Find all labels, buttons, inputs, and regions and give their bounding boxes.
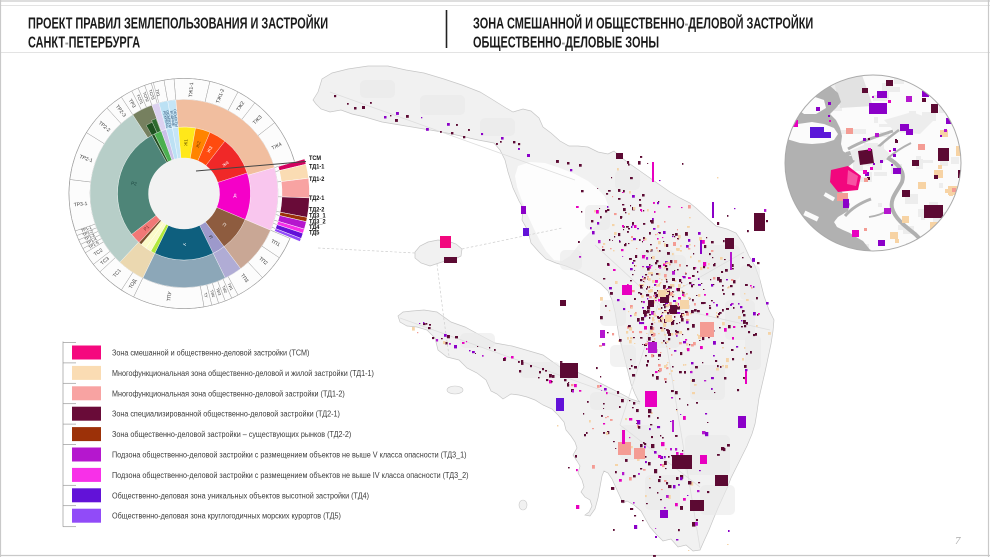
- svg-text:И: И: [208, 234, 214, 239]
- svg-text:ТИ3: ТИ3: [215, 287, 222, 297]
- svg-text:Многофункциональная зона общес: Многофункциональная зона общественно-дел…: [112, 369, 374, 378]
- svg-text:ОБЩЕСТВЕННО-ДЕЛОВЫЕ ЗОНЫ: ОБЩЕСТВЕННО-ДЕЛОВЫЕ ЗОНЫ: [473, 33, 659, 50]
- svg-text:ТИ4: ТИ4: [209, 289, 216, 298]
- svg-text:ТД1-2: ТД1-2: [309, 176, 325, 184]
- svg-text:Р2: Р2: [131, 181, 138, 187]
- svg-text:У: У: [182, 243, 187, 246]
- svg-text:Зона специализированной общест: Зона специализированной общественно-дело…: [112, 409, 340, 418]
- svg-text:ТС3: ТС3: [100, 256, 111, 267]
- svg-text:ТД4: ТД4: [309, 224, 320, 232]
- svg-text:ТС1: ТС1: [112, 268, 123, 279]
- svg-text:ТД3_2: ТД3_2: [309, 218, 326, 226]
- svg-text:ТП3: ТП3: [239, 273, 249, 284]
- svg-text:ТПУ: ТПУ: [166, 290, 173, 301]
- svg-text:ПРОЕКТ ПРАВИЛ ЗЕМЛЕПОЛЬЗОВАНИЯ: ПРОЕКТ ПРАВИЛ ЗЕМЛЕПОЛЬЗОВАНИЯ И ЗАСТРОЙ…: [28, 15, 328, 32]
- svg-text:Зона общественно-деловой застр: Зона общественно-деловой застройки – сущ…: [112, 430, 352, 439]
- svg-text:П: П: [222, 222, 228, 228]
- svg-text:ТС2: ТС2: [93, 247, 104, 257]
- svg-text:ТСП2: ТСП2: [142, 91, 151, 103]
- svg-text:ТД2-1: ТД2-1: [309, 195, 325, 203]
- svg-text:ТЖ2: ТЖ2: [235, 100, 246, 112]
- svg-text:САНКТ-ПЕТЕРБУРГА: САНКТ-ПЕТЕРБУРГА: [28, 33, 140, 50]
- svg-text:ТЖ4: ТЖ4: [271, 141, 283, 151]
- svg-text:ВОДНЫЕ: ВОДНЫЕ: [169, 110, 175, 127]
- svg-text:ТД3_1: ТД3_1: [309, 212, 326, 220]
- svg-text:ЗОНА СМЕШАННОЙ И ОБЩЕСТВЕННО-Д: ЗОНА СМЕШАННОЙ И ОБЩЕСТВЕННО-ДЕЛОВОЙ ЗАС…: [473, 15, 813, 32]
- svg-text:ТР3-1: ТР3-1: [74, 201, 88, 208]
- svg-text:ТР1-4: ТР1-4: [86, 236, 99, 246]
- svg-text:ТИ2: ТИ2: [221, 285, 229, 295]
- svg-text:Ж4: Ж4: [221, 160, 230, 168]
- svg-text:ТП2: ТП2: [257, 256, 268, 267]
- svg-text:Ж2: Ж2: [195, 140, 202, 148]
- svg-text:Зона смешанной и общественно-д: Зона смешанной и общественно-деловой зас…: [112, 348, 310, 357]
- svg-text:Д: Д: [233, 193, 237, 198]
- svg-text:Многофункциональная зона общес: Многофункциональная зона общественно-дел…: [112, 389, 345, 398]
- svg-text:ТСП3: ТСП3: [148, 89, 156, 101]
- svg-text:Подзона общественно-деловой за: Подзона общественно-деловой застройки с …: [112, 471, 469, 480]
- svg-text:ТУ: ТУ: [203, 292, 209, 298]
- svg-text:ТР1-2: ТР1-2: [82, 228, 95, 237]
- svg-text:ТР2-1: ТР2-1: [78, 154, 93, 164]
- svg-text:ТОД: ТОД: [128, 278, 138, 290]
- svg-text:ТД2-2: ТД2-2: [309, 206, 325, 214]
- svg-text:Ж1: Ж1: [183, 139, 188, 146]
- svg-text:ТЖ3: ТЖ3: [252, 114, 264, 126]
- svg-text:Подзона общественно-деловой за: Подзона общественно-деловой застройки с …: [112, 450, 467, 459]
- svg-text:Общественно-деловая зона кругл: Общественно-деловая зона круглогодичных …: [112, 511, 341, 520]
- svg-text:РЕКРЕАЦ.: РЕКРЕАЦ.: [162, 111, 170, 129]
- svg-text:ТР1-1: ТР1-1: [80, 224, 93, 233]
- svg-text:7: 7: [955, 535, 961, 547]
- svg-text:ТИ1: ТИ1: [226, 282, 234, 292]
- svg-text:ТР1-5: ТР1-5: [88, 240, 101, 250]
- svg-text:Ж3: Ж3: [206, 145, 214, 154]
- svg-text:ТП1: ТП1: [270, 239, 281, 249]
- svg-text:ТР1-3: ТР1-3: [84, 232, 97, 241]
- svg-text:Общественно-деловая зона уника: Общественно-деловая зона уникальных объе…: [112, 491, 369, 500]
- svg-text:ТД1-1: ТД1-1: [309, 163, 325, 171]
- svg-text:ТСМ: ТСМ: [309, 155, 321, 163]
- svg-text:ТЖ1-1: ТЖ1-1: [188, 82, 195, 98]
- svg-text:ТЖ1-2: ТЖ1-2: [215, 88, 226, 104]
- svg-text:ОБЪЕКТЫ: ОБЪЕКТЫ: [173, 109, 179, 127]
- svg-text:ТР3: ТР3: [127, 98, 137, 109]
- svg-text:ОБЪЕКТЫ: ОБЪЕКТЫ: [165, 110, 172, 128]
- svg-text:ТД5: ТД5: [309, 229, 320, 237]
- svg-text:Р1: Р1: [143, 224, 151, 232]
- svg-text:ТСП1: ТСП1: [136, 93, 145, 105]
- svg-text:ТР1: ТР1: [155, 89, 162, 98]
